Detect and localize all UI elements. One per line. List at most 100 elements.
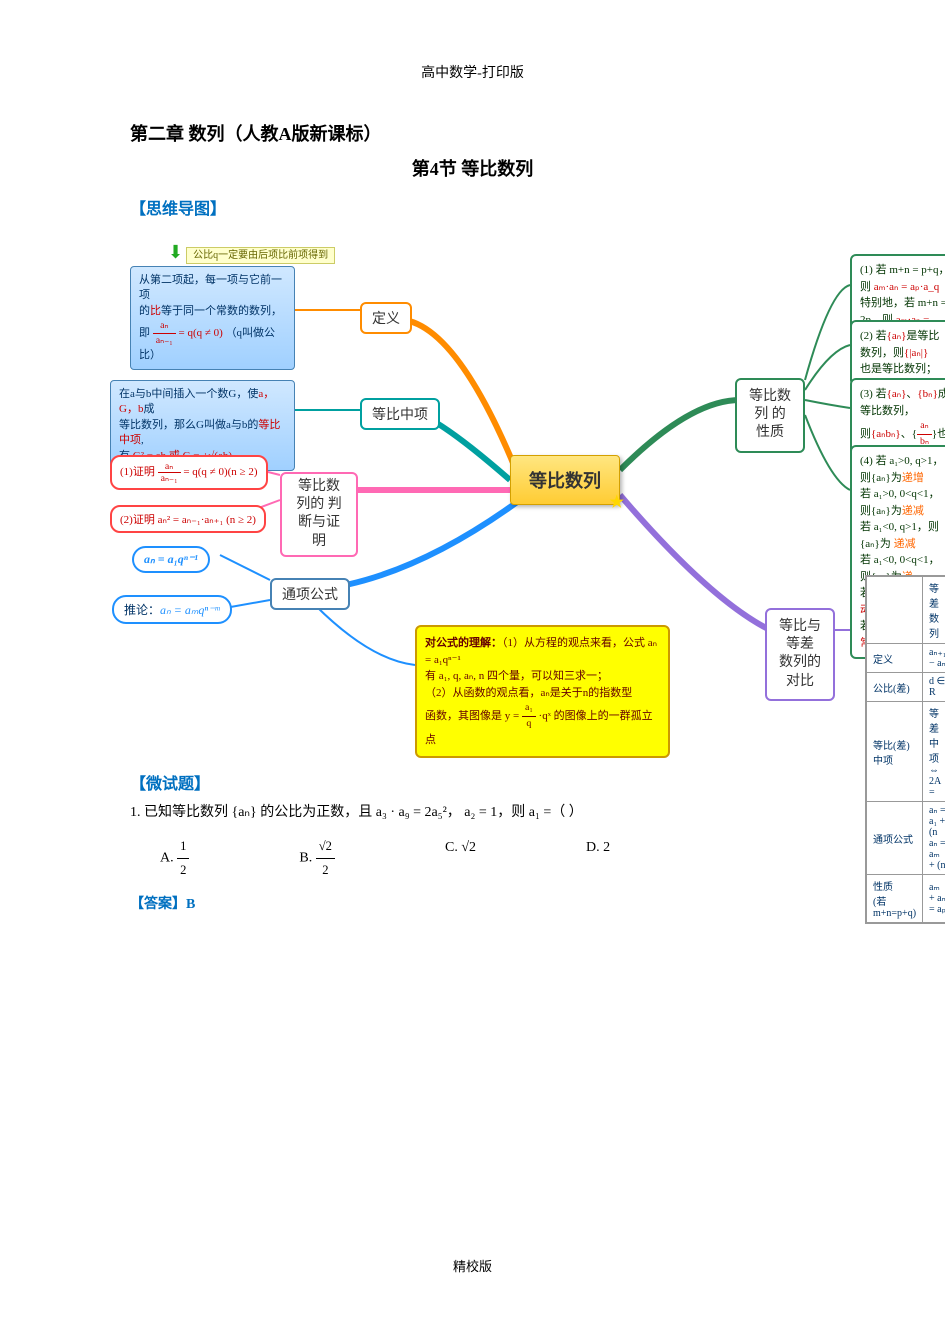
r2a: 公比(差) <box>866 673 923 702</box>
ob-l: B. <box>299 851 312 866</box>
table-row: 公比(差)d ∈ R <box>866 673 945 702</box>
p4-l3: 若 a₁<0, q>1，则{aₙ}为 递减 <box>860 519 945 552</box>
p3c: 、 <box>906 388 917 400</box>
yb-l4a: 函数，其图像是 y = <box>425 710 519 722</box>
arrow-down-icon: ⬇ <box>168 242 183 262</box>
def-l2c: 等于同一个常数的数列， <box>161 305 282 317</box>
yb-l4: 函数，其图像是 y = a₁q ·qˣ 的图像上的一群孤立点 <box>425 701 660 748</box>
p3b: {aₙ} <box>887 388 907 400</box>
formula-understanding-box: 对公式的理解：（1）从方程的观点来看，公式 aₙ = a₁qⁿ⁻¹ 有 a₁, … <box>415 625 670 758</box>
judge-box-1: (1)证明 aₙaₙ₋₁ = q(q ≠ 0)(n ≥ 2) <box>110 455 268 490</box>
p3a: (3) 若 <box>860 388 887 400</box>
p4b: 递增 <box>902 472 924 484</box>
jb1b: = q(q ≠ 0)(n ≥ 2) <box>183 466 257 478</box>
r5b: aₘ + aₙ = aₚ <box>923 875 945 924</box>
r3a: 等比(差) 中项 <box>866 702 923 802</box>
th1 <box>866 576 923 644</box>
p3fn: aₙ <box>917 419 932 435</box>
oa-l: A. <box>160 851 174 866</box>
gm-l1a: 在a与b中间插入一个数G，使 <box>119 388 258 400</box>
yb-frac: a₁q <box>522 701 536 732</box>
p3g: {aₙbₙ} <box>871 428 901 440</box>
table-row: 等比(差) 中项等差中项 ⇔ 2A = <box>866 702 945 802</box>
quiz-body: 1. 已知等比数列 {aₙ} 的公比为正数，且 a₃ · a₉ = 2a₅²， … <box>130 800 815 917</box>
p3d: {bₙ} <box>917 388 937 400</box>
def-line2: 的比等于同一个常数的数列， <box>139 304 286 319</box>
p2-l1: (2) 若{aₙ}是等比数列，则{|aₙ|} <box>860 328 945 361</box>
prop-box-2: (2) 若{aₙ}是等比数列，则{|aₙ|} 也是等比数列； <box>850 320 945 386</box>
table-row: 性质 (若m+n=p+q)aₘ + aₙ = aₚ <box>866 875 945 924</box>
table-row: 等差数列 <box>866 576 945 644</box>
def-fn: aₙ <box>153 319 176 334</box>
p1b: aₘ·aₙ = aₚ·a_q <box>874 281 940 293</box>
r1a: 定义 <box>866 644 923 673</box>
p3-l1: (3) 若{aₙ}、{bₙ}成等比数列， <box>860 386 945 419</box>
topic-general-formula: 通项公式 <box>270 578 350 610</box>
p4c: 若 a₁>0, 0<q<1，则{aₙ}为 <box>860 488 940 517</box>
p4d: 递减 <box>902 505 924 517</box>
quiz-question: 1. 已知等比数列 {aₙ} 的公比为正数，且 a₃ · a₉ = 2a₅²， … <box>130 800 815 825</box>
p4-l1: (4) 若 a₁>0, q>1，则{aₙ}为递增 <box>860 453 945 486</box>
yb-l2: 有 a₁, q, aₙ, n 四个量，可以知三求一； <box>425 668 660 685</box>
compare-table: 等差数列 定义aₙ₊₁ − aₙ 公比(差)d ∈ R 等比(差) 中项等差中项… <box>865 575 945 924</box>
quiz-answer: 【答案】B <box>130 892 815 917</box>
section-title: 第4节 等比数列 <box>0 155 945 181</box>
jb1fd: aₙ₋₁ <box>158 473 181 484</box>
ob-d: 2 <box>316 859 335 882</box>
p2-l2: 也是等比数列； <box>860 361 945 378</box>
topic-definition: 定义 <box>360 302 412 334</box>
gf2b: aₙ = aₘqⁿ⁻ᵐ <box>160 603 219 617</box>
r4a: 通项公式 <box>866 802 923 875</box>
yb-t: 对公式的理解： <box>425 637 502 649</box>
jb1-frac: aₙaₙ₋₁ <box>158 461 181 484</box>
r4b1: aₙ = a₁ + (n <box>929 805 945 838</box>
central-label: 等比数列 <box>529 467 601 493</box>
topic-compare: 等比与等差 数列的对比 <box>765 608 835 701</box>
def-frac: aₙaₙ₋₁ <box>153 319 176 348</box>
r1b: aₙ₊₁ − aₙ <box>923 644 945 673</box>
definition-box: 从第二项起，每一项与它前一项 的比等于同一个常数的数列， 即 aₙaₙ₋₁ = … <box>130 266 295 370</box>
gf2a: 推论： <box>124 603 160 617</box>
ob-n: √2 <box>316 835 335 859</box>
r5a: 性质 (若m+n=p+q) <box>866 875 923 924</box>
option-b: B. √22 <box>299 835 335 881</box>
gm-l2a: 等比数列，那么G叫做a与b的 <box>119 419 258 431</box>
oa-n: 1 <box>177 835 189 859</box>
mindmap-heading: 【思维导图】 <box>130 195 226 219</box>
p1-l1: (1) 若 m+n = p+q，则 aₘ·aₙ = aₚ·a_q <box>860 262 945 295</box>
page-header: 高中数学-打印版 <box>0 62 945 82</box>
def-l2a: 的 <box>139 305 150 317</box>
p2b: {aₙ} <box>887 330 907 342</box>
def-l2b: 比 <box>150 305 161 317</box>
topic-geometric-mean: 等比中项 <box>360 398 440 430</box>
r4b2: aₙ = aₘ + (n <box>929 838 945 871</box>
def-line1: 从第二项起，每一项与它前一项 <box>139 273 286 304</box>
oa-d: 2 <box>177 859 189 882</box>
def-fd: aₙ₋₁ <box>153 334 176 348</box>
judge-box-2: (2)证明 aₙ² = aₙ₋₁·aₙ₊₁ (n ≥ 2) <box>110 505 266 533</box>
r2b: d ∈ R <box>923 673 945 702</box>
quiz-options: A. 12 B. √22 C. √2 D. 2 <box>130 835 815 881</box>
def-l3b: = q(q ≠ 0) <box>178 327 222 339</box>
star-icon: ★ <box>610 492 624 512</box>
r3b: 等差中项 ⇔ 2A = <box>923 702 945 802</box>
option-d: D. 2 <box>586 835 610 881</box>
option-c: C. √2 <box>445 835 476 881</box>
chapter-title: 第二章 数列（人教A版新课标） <box>130 120 382 146</box>
note-arrow-group: ⬇ 公比q一定要由后项比前项得到 <box>168 242 335 263</box>
table-row: 定义aₙ₊₁ − aₙ <box>866 644 945 673</box>
ybfd: q <box>522 717 536 732</box>
gm-l1: 在a与b中间插入一个数G，使a，G，b成 <box>119 387 286 418</box>
mindmap-container: 等比数列 ★ 定义 等比中项 等比数列的 判断与证明 通项公式 等比数列 的性质… <box>110 230 945 750</box>
gm-l2: 等比数列，那么G叫做a与b的等比中项, <box>119 418 286 449</box>
yb-l3: （2）从函数的观点看，aₙ是关于n的指数型 <box>425 685 660 702</box>
r4b: aₙ = a₁ + (naₙ = aₘ + (n <box>923 802 945 875</box>
p2d: {|aₙ|} <box>904 347 928 359</box>
general-formula-1: aₙ = a₁qⁿ⁻¹ <box>132 546 210 573</box>
def-line3: 即 aₙaₙ₋₁ = q(q ≠ 0) （q叫做公比） <box>139 319 286 363</box>
gm-l1c: 成 <box>143 403 154 415</box>
quiz-heading: 【微试题】 <box>130 770 210 794</box>
p3f: 则 <box>860 428 871 440</box>
ybfn: a₁ <box>522 701 536 717</box>
p3h: 、 <box>901 428 912 440</box>
